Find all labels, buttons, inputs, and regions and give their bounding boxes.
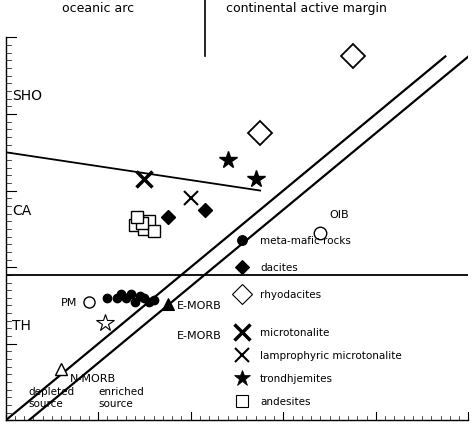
Text: N-MORB: N-MORB bbox=[70, 373, 117, 383]
Text: meta-mafic rocks: meta-mafic rocks bbox=[260, 236, 351, 246]
Text: lamprophyric microtonalite: lamprophyric microtonalite bbox=[260, 351, 402, 360]
Text: depleted
source: depleted source bbox=[29, 386, 75, 408]
Text: andesites: andesites bbox=[260, 396, 310, 406]
Text: CA: CA bbox=[12, 203, 32, 217]
Text: E-MORB: E-MORB bbox=[177, 330, 221, 340]
Text: OIB: OIB bbox=[329, 209, 349, 219]
Text: TH: TH bbox=[12, 318, 31, 332]
Text: trondhjemites: trondhjemites bbox=[260, 374, 333, 383]
Text: SHO: SHO bbox=[12, 89, 43, 103]
Text: dacites: dacites bbox=[260, 262, 298, 273]
Text: microtonalite: microtonalite bbox=[260, 328, 329, 337]
Text: E-MORB: E-MORB bbox=[177, 301, 221, 311]
Text: enriched
source: enriched source bbox=[98, 386, 144, 408]
Text: oceanic arc: oceanic arc bbox=[62, 2, 134, 15]
Text: continental active margin: continental active margin bbox=[226, 2, 387, 15]
Text: PM: PM bbox=[61, 297, 77, 307]
Text: rhyodacites: rhyodacites bbox=[260, 289, 321, 299]
